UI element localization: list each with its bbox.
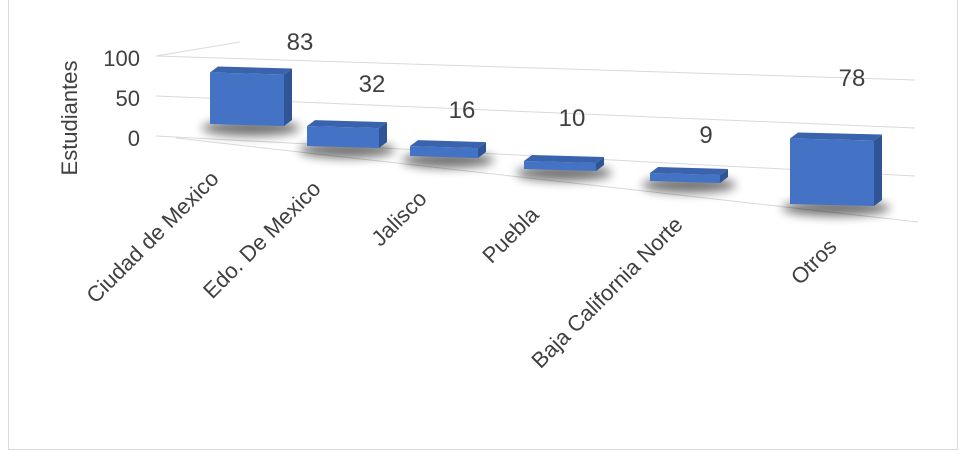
bar-front — [410, 146, 478, 158]
bar-side — [478, 142, 486, 158]
chart-frame — [8, 0, 958, 450]
x-category-label: Baja California Norte — [526, 212, 687, 373]
data-label: 83 — [287, 29, 314, 56]
y-axis-label: Estudiantes — [57, 61, 82, 176]
bar-side — [284, 68, 292, 126]
data-labels: 83 32 16 10 9 78 — [287, 29, 866, 149]
x-category-label: Otros — [786, 234, 842, 290]
x-category-label: Edo. De Mexico — [198, 176, 325, 303]
bar-top — [410, 140, 486, 149]
bar-side — [596, 157, 604, 171]
bar-front — [790, 138, 874, 206]
y-axis-ticks: 0 50 100 — [103, 46, 140, 151]
bar-top — [790, 132, 882, 141]
gridline-100 — [155, 55, 916, 81]
bars — [210, 66, 882, 206]
bar-front — [524, 161, 596, 171]
data-label: 10 — [559, 105, 586, 132]
gridline-back-edge — [155, 41, 241, 57]
bar-front — [650, 173, 720, 183]
data-label: 32 — [359, 71, 386, 98]
y-tick-label: 50 — [116, 86, 140, 111]
bar-top — [307, 120, 387, 129]
data-label: 16 — [449, 97, 476, 124]
bar-side — [379, 122, 387, 148]
bar-side — [720, 169, 728, 183]
bar-front — [307, 126, 379, 148]
data-label: 9 — [699, 122, 712, 149]
x-category-label: Jalisco — [366, 186, 431, 251]
y-tick-label: 0 — [128, 126, 140, 151]
bar-top — [210, 66, 292, 75]
x-category-label: Puebla — [477, 201, 544, 268]
y-tick-label: 100 — [103, 46, 140, 71]
data-label: 78 — [839, 65, 866, 92]
bar-front — [210, 72, 284, 126]
bar-top — [524, 155, 604, 163]
bar-side — [874, 134, 882, 206]
bar-top — [650, 167, 728, 175]
